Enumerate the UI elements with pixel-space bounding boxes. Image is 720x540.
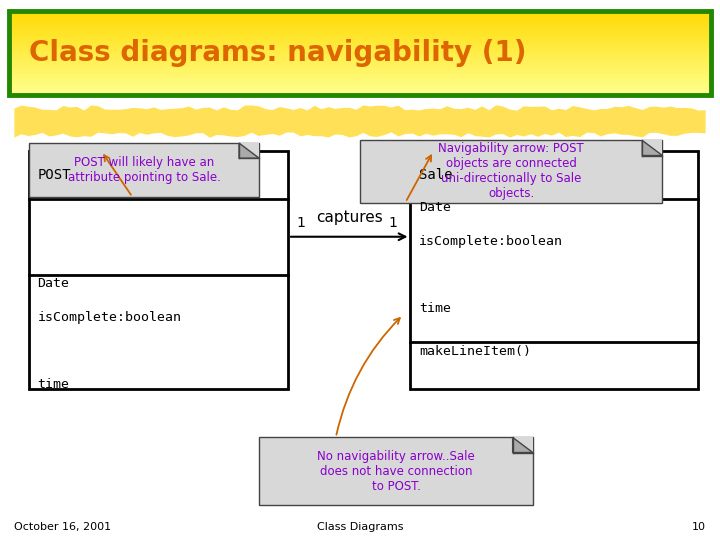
- Bar: [9, 52, 711, 54]
- Bar: [9, 35, 711, 36]
- Bar: [9, 40, 711, 42]
- Bar: [9, 82, 711, 83]
- Bar: [9, 30, 711, 32]
- Bar: [9, 68, 711, 70]
- Polygon shape: [642, 140, 662, 156]
- Bar: [9, 37, 711, 39]
- Text: captures: captures: [316, 210, 382, 225]
- Text: makeLineItem(): makeLineItem(): [419, 345, 531, 358]
- Bar: [9, 57, 711, 58]
- Bar: [9, 22, 711, 23]
- Polygon shape: [14, 105, 706, 138]
- Text: isComplete:boolean: isComplete:boolean: [37, 311, 181, 324]
- Bar: [9, 49, 711, 50]
- Bar: [9, 18, 711, 19]
- Bar: [9, 72, 711, 73]
- Bar: [9, 14, 711, 15]
- Bar: [9, 11, 711, 94]
- Bar: [9, 51, 711, 53]
- Bar: [9, 33, 711, 35]
- Bar: [9, 28, 711, 29]
- Bar: [9, 80, 711, 82]
- Bar: [410, 151, 698, 389]
- Text: October 16, 2001: October 16, 2001: [14, 522, 112, 532]
- Bar: [9, 26, 711, 28]
- Text: Class diagrams: navigability (1): Class diagrams: navigability (1): [29, 39, 526, 66]
- Bar: [9, 16, 711, 18]
- Bar: [29, 143, 259, 197]
- Text: Date: Date: [419, 201, 451, 214]
- Text: isComplete:boolean: isComplete:boolean: [419, 235, 563, 248]
- Text: Sale: Sale: [419, 168, 453, 182]
- Polygon shape: [513, 437, 533, 453]
- Bar: [9, 87, 711, 89]
- Bar: [9, 78, 711, 79]
- Bar: [9, 23, 711, 25]
- Bar: [9, 79, 711, 80]
- Polygon shape: [239, 143, 259, 158]
- Bar: [9, 76, 711, 78]
- Text: time: time: [419, 302, 451, 315]
- Bar: [9, 25, 711, 26]
- Bar: [9, 66, 711, 68]
- Bar: [29, 151, 288, 389]
- Bar: [9, 43, 711, 44]
- Text: Navigability arrow: POST
objects are connected
uni-directionally to Sale
objects: Navigability arrow: POST objects are con…: [438, 143, 584, 200]
- Bar: [9, 83, 711, 85]
- Text: 10: 10: [692, 522, 706, 532]
- Bar: [9, 47, 711, 49]
- Bar: [9, 92, 711, 93]
- Text: 1: 1: [389, 216, 397, 230]
- Text: 1: 1: [297, 216, 305, 230]
- Bar: [9, 21, 711, 22]
- Bar: [9, 50, 711, 51]
- Bar: [9, 71, 711, 72]
- Bar: [9, 73, 711, 75]
- Text: Date: Date: [37, 278, 69, 291]
- Bar: [9, 19, 711, 21]
- Bar: [259, 437, 533, 505]
- Bar: [9, 11, 711, 12]
- Text: POST: POST: [37, 168, 71, 182]
- Bar: [9, 39, 711, 40]
- Bar: [9, 90, 711, 92]
- Bar: [9, 12, 711, 14]
- Bar: [9, 93, 711, 94]
- Bar: [9, 56, 711, 57]
- Bar: [360, 140, 662, 202]
- Text: No navigability arrow..Sale
does not have connection
to POST.: No navigability arrow..Sale does not hav…: [317, 450, 475, 492]
- Bar: [9, 59, 711, 61]
- Bar: [9, 61, 711, 63]
- Bar: [9, 63, 711, 64]
- Bar: [9, 58, 711, 59]
- Text: time: time: [37, 378, 69, 391]
- Bar: [9, 15, 711, 16]
- Bar: [9, 69, 711, 71]
- Bar: [9, 29, 711, 30]
- Bar: [9, 65, 711, 66]
- Bar: [9, 44, 711, 46]
- Bar: [9, 32, 711, 33]
- Bar: [9, 54, 711, 56]
- Bar: [9, 46, 711, 47]
- Text: Class Diagrams: Class Diagrams: [317, 522, 403, 532]
- Bar: [9, 36, 711, 37]
- Polygon shape: [239, 143, 259, 158]
- Bar: [9, 42, 711, 43]
- Polygon shape: [513, 437, 533, 453]
- Polygon shape: [642, 140, 662, 156]
- Bar: [9, 89, 711, 90]
- Bar: [9, 86, 711, 87]
- Bar: [9, 64, 711, 65]
- Bar: [9, 85, 711, 86]
- Bar: [9, 75, 711, 76]
- Text: POST will likely have an
attribute pointing to Sale.: POST will likely have an attribute point…: [68, 156, 220, 184]
